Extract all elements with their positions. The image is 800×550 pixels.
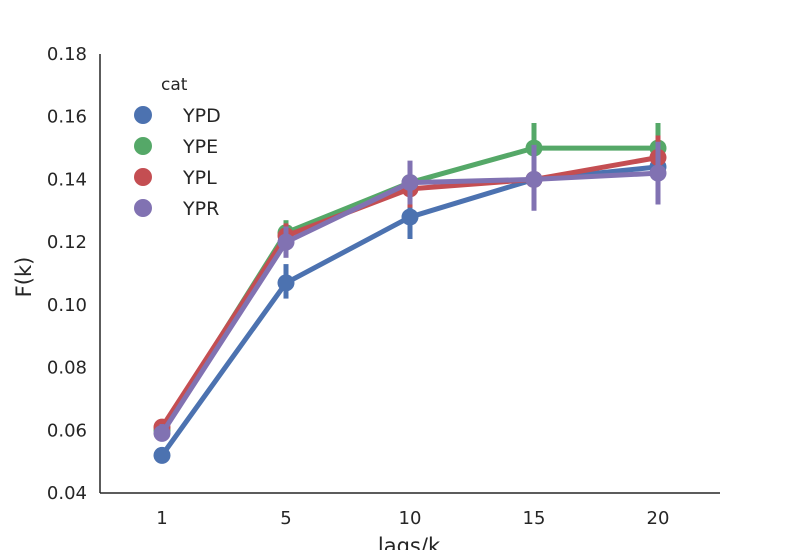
legend-marker	[134, 199, 152, 217]
legend-marker	[134, 137, 152, 155]
legend-label: YPE	[182, 136, 218, 158]
x-tick-label: 5	[280, 508, 291, 529]
axes: 0.040.060.080.100.120.140.160.181 5 10 15 20	[47, 44, 720, 529]
y-tick-label: 0.04	[47, 483, 87, 504]
x-tick-label: 15	[523, 508, 546, 529]
legend-label: YPD	[182, 105, 221, 127]
legend-marker	[134, 106, 152, 124]
legend-title: cat	[161, 75, 188, 95]
legend: cat YPD YPE YPL YPR	[134, 75, 221, 220]
x-tick-label: 1	[156, 508, 167, 529]
legend-label: YPL	[182, 167, 217, 189]
data-point	[649, 164, 667, 182]
y-tick-label: 0.16	[47, 107, 87, 128]
y-tick-label: 0.18	[47, 44, 87, 65]
x-tick-label: 10	[399, 508, 422, 529]
y-tick-label: 0.06	[47, 420, 87, 441]
series-layer	[153, 122, 667, 464]
data-point	[401, 174, 419, 192]
x-tick-label: 20	[647, 508, 670, 529]
y-tick-label: 0.08	[47, 358, 87, 379]
data-point	[277, 274, 295, 292]
data-point	[401, 208, 419, 226]
y-axis-label: F(k)	[12, 257, 36, 298]
legend-marker	[134, 168, 152, 186]
x-axis-label: lags/k	[378, 534, 441, 550]
data-point	[153, 424, 171, 442]
legend-label: YPR	[182, 198, 219, 220]
data-point	[525, 170, 543, 188]
series-YPR	[153, 141, 667, 442]
y-tick-label: 0.12	[47, 232, 87, 253]
data-point	[153, 446, 171, 464]
y-tick-label: 0.10	[47, 295, 87, 316]
data-point	[277, 233, 295, 251]
y-tick-label: 0.14	[47, 169, 87, 190]
